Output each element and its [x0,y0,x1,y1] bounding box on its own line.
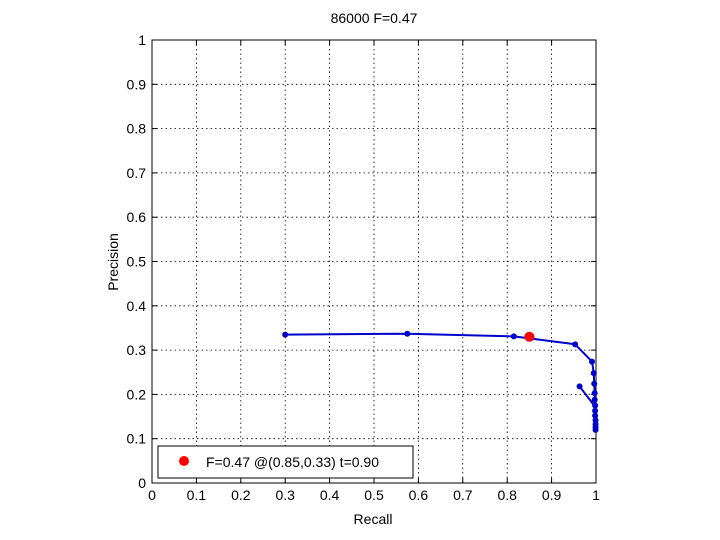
best-f-point [524,331,535,342]
x-tick-label: 0.2 [231,487,251,503]
plot-frame [151,39,597,484]
x-tick-label: 0.7 [453,487,473,503]
x-tick-label: 0.3 [275,487,295,503]
pr-curve-point [589,358,596,365]
pr-curve-point [572,341,579,348]
x-axis-ticks: 0 0.1 0.2 0.3 0.4 0.5 0.6 0.7 0.8 0.9 1 [148,40,600,503]
y-tick-label: 0.2 [127,386,147,402]
y-tick-label: 0.9 [127,76,147,92]
chart-title: 86000 F=0.47 [331,10,418,26]
y-tick-label: 0.7 [127,165,147,181]
pr-curve-point [592,412,599,419]
pr-curve-point [591,380,598,387]
legend-label: F=0.47 @(0.85,0.33) t=0.90 [206,454,379,470]
legend-box [157,445,414,479]
pr-curve-point [591,396,598,403]
pr-curve-segment [578,385,596,407]
x-tick-label: 0.9 [542,487,562,503]
y-tick-label: 0.8 [127,121,147,137]
x-tick-label: 0.6 [409,487,429,503]
y-tick-label: 0.6 [127,209,147,225]
x-axis-label: Recall [354,511,393,527]
x-tick-label: 0.5 [364,487,384,503]
grid-lines [152,40,596,483]
y-axis-ticks: 0 0.1 0.2 0.3 0.4 0.5 0.6 0.7 0.8 0.9 1 [127,32,596,491]
y-tick-label: 0.4 [127,298,147,314]
x-tick-label: 0.4 [320,487,340,503]
legend-marker [179,456,189,466]
data-series [282,330,599,433]
x-tick-label: 0.1 [187,487,207,503]
pr-curve-point [510,333,517,340]
pr-curve-point [590,370,597,377]
y-tick-label: 0.3 [127,342,147,358]
x-tick-label: 1 [592,487,600,503]
pr-curve-point [592,407,599,414]
y-tick-label: 1 [138,32,146,48]
pr-curve-point [404,330,411,337]
pr-curve-point [591,390,598,397]
legend: F=0.47 @(0.85,0.33) t=0.90 [157,445,414,479]
pr-curve-point [282,331,289,338]
pr-curve-point [592,426,599,433]
pr-curve-point [592,402,599,409]
x-tick-label: 0.8 [497,487,517,503]
y-tick-label: 0.1 [127,431,147,447]
y-axis-label: Precision [105,233,121,291]
x-tick-label: 0 [148,487,156,503]
y-tick-label: 0 [138,475,146,491]
y-tick-label: 0.5 [127,254,147,270]
pr-curve-point [576,383,583,390]
